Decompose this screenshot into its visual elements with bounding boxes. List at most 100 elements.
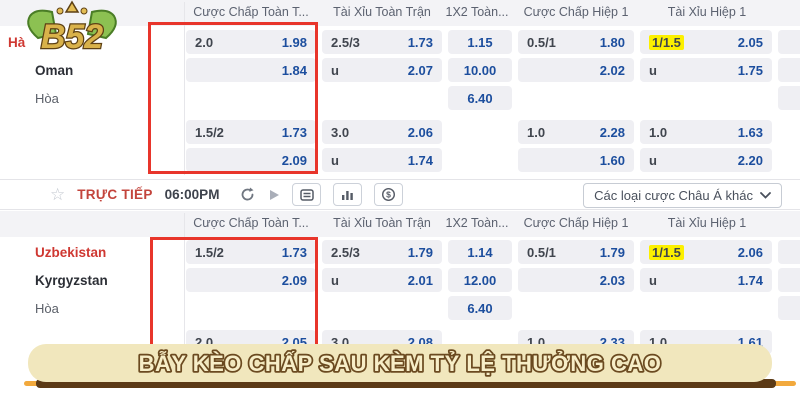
- odds-value: 2.03: [599, 272, 625, 288]
- odds-cell-ah-ft[interactable]: 2.09: [186, 148, 316, 172]
- odds-cell-cutoff[interactable]: [778, 240, 800, 264]
- odds-value: 1.98: [281, 34, 307, 50]
- handicap-line: 1.0: [649, 124, 668, 140]
- bar-chart-icon[interactable]: [333, 183, 363, 206]
- odds-cell-cutoff[interactable]: [778, 58, 800, 82]
- odds-value: 6.40: [467, 90, 493, 106]
- odds-cell-ou-ft[interactable]: 2.5/3 1.73: [322, 30, 442, 54]
- odds-value: 6.40: [467, 300, 493, 316]
- team-away: Kyrgyzstan: [35, 273, 108, 288]
- handicap-line: 1.0: [527, 124, 546, 140]
- odds-cell-ah-h1[interactable]: 2.03: [518, 268, 634, 292]
- cashout-icon[interactable]: $: [374, 183, 404, 206]
- odds-value: 1.60: [599, 152, 625, 168]
- odds-value: 2.06: [737, 244, 763, 260]
- odds-cell-ou-h1[interactable]: 1/1.5 2.05: [640, 30, 772, 54]
- promo-banner-text: BẪY KÈO CHẤP SAU KÈM TỶ LỆ THƯỞNG CAO: [139, 350, 662, 376]
- match-toolbar: ☆ TRỰC TIẾP 06:00PM $ Các loại cược Châu…: [0, 179, 800, 210]
- odds-cell-1x2[interactable]: 6.40: [448, 296, 512, 320]
- odds-row: 2.09 u 1.74 1.60 u 2.20: [0, 148, 800, 172]
- stack-icon[interactable]: [292, 183, 322, 206]
- odds-cell-ou-ft[interactable]: u 1.74: [322, 148, 442, 172]
- odds-cell-1x2[interactable]: 6.40: [448, 86, 512, 110]
- odds-cell-ou-ft[interactable]: u 2.01: [322, 268, 442, 292]
- handicap-line: u: [331, 272, 339, 288]
- play-icon[interactable]: [268, 189, 280, 201]
- odds-value: 1.75: [737, 62, 763, 78]
- column-header-ah-h1: Cược Chấp Hiệp 1: [523, 5, 629, 19]
- odds-cell-ou-h1[interactable]: u 1.75: [640, 58, 772, 82]
- odds-cell-ah-h1[interactable]: 1.60: [518, 148, 634, 172]
- odds-cell-1x2[interactable]: 10.00: [448, 58, 512, 82]
- odds-cell-ou-ft[interactable]: u 2.07: [322, 58, 442, 82]
- team-away: Oman: [35, 63, 74, 78]
- column-header-ah-ft: Cược Chấp Toàn T...: [193, 216, 309, 230]
- draw-label: Hòa: [35, 91, 59, 106]
- odds-row: 1.5/2 1.73 3.0 2.06 1.0 2.28 1.0 1.63: [0, 120, 800, 144]
- column-header-ah-h1: Cược Chấp Hiệp 1: [523, 216, 629, 230]
- draw-label: Hòa: [35, 301, 59, 316]
- favorite-star-icon[interactable]: ☆: [50, 185, 66, 204]
- odds-value: 1.14: [467, 244, 493, 260]
- odds-cell-ou-h1[interactable]: u 2.20: [640, 148, 772, 172]
- handicap-line: u: [331, 62, 339, 78]
- handicap-line: 2.5/3: [331, 244, 360, 260]
- odds-cell-cutoff[interactable]: [778, 268, 800, 292]
- team-home: Uzbekistan: [35, 245, 107, 260]
- odds-cell-ah-h1[interactable]: 0.5/1 1.79: [518, 240, 634, 264]
- odds-cell-ou-ft[interactable]: 2.5/3 1.79: [322, 240, 442, 264]
- handicap-line: 3.0: [331, 124, 350, 140]
- odds-cell-1x2[interactable]: 1.15: [448, 30, 512, 54]
- odds-cell-ah-ft[interactable]: 2.09: [186, 268, 316, 292]
- handicap-line: u: [331, 152, 339, 168]
- odds-cell-ah-h1[interactable]: 0.5/1 1.80: [518, 30, 634, 54]
- more-asian-bets-button[interactable]: Các loại cược Châu Á khác: [583, 183, 782, 208]
- banner-shadow: [36, 379, 776, 388]
- odds-header-band: Cược Chấp Toàn T... Tài Xỉu Toàn Trận 1X…: [0, 0, 800, 26]
- odds-cell-ah-h1[interactable]: 1.0 2.28: [518, 120, 634, 144]
- odds-row: 2.0 1.98 2.5/3 1.73 1.15 0.5/1 1.80 1/1.5 2.…: [0, 30, 800, 54]
- odds-cell-ah-ft[interactable]: 1.84: [186, 58, 316, 82]
- odds-value: 10.00: [463, 62, 497, 78]
- odds-cell-ah-ft[interactable]: 1.5/2 1.73: [186, 120, 316, 144]
- odds-cell-cutoff[interactable]: [778, 30, 800, 54]
- handicap-line: 0.5/1: [527, 34, 556, 50]
- team-home: Hà: [8, 35, 26, 50]
- promo-banner: BẪY KÈO CHẤP SAU KÈM TỶ LỆ THƯỞNG CAO: [28, 344, 772, 382]
- odds-cell-ou-ft[interactable]: 3.0 2.06: [322, 120, 442, 144]
- column-header-ou-ft: Tài Xỉu Toàn Trận: [333, 5, 431, 19]
- odds-value: 1.73: [407, 34, 433, 50]
- odds-cell-ou-h1[interactable]: 1/1.5 2.06: [640, 240, 772, 264]
- odds-value: 1.63: [737, 124, 763, 140]
- odds-cell-cutoff[interactable]: [778, 86, 800, 110]
- odds-row: 6.40: [0, 86, 800, 110]
- odds-value: 1.80: [599, 34, 625, 50]
- handicap-line: 1.5/2: [195, 244, 224, 260]
- odds-cell-ah-ft[interactable]: 2.0 1.98: [186, 30, 316, 54]
- refresh-icon[interactable]: [239, 186, 256, 203]
- handicap-line: 2.0: [195, 34, 214, 50]
- promo-banner-graphic: BẪY KÈO CHẤP SAU KÈM TỶ LỆ THƯỞNG CAO: [137, 348, 663, 378]
- odds-cell-1x2[interactable]: 1.14: [448, 240, 512, 264]
- column-header-ah-ft: Cược Chấp Toàn T...: [193, 5, 309, 19]
- odds-value: 1.79: [407, 244, 433, 260]
- odds-value: 1.74: [737, 272, 763, 288]
- odds-row: 1.5/2 1.73 2.5/3 1.79 1.14 0.5/1 1.79 1/1.5…: [0, 240, 800, 264]
- chevron-down-icon: [760, 192, 771, 199]
- odds-cell-ou-h1[interactable]: u 1.74: [640, 268, 772, 292]
- odds-value: 2.02: [599, 62, 625, 78]
- svg-text:$: $: [387, 189, 392, 199]
- column-header-ou-ft: Tài Xỉu Toàn Trận: [333, 216, 431, 230]
- column-header-ou-h1: Tài Xỉu Hiệp 1: [667, 216, 747, 230]
- odds-cell-cutoff[interactable]: [778, 296, 800, 320]
- odds-value: 2.07: [407, 62, 433, 78]
- odds-cell-1x2[interactable]: 12.00: [448, 268, 512, 292]
- odds-cell-ah-h1[interactable]: 2.02: [518, 58, 634, 82]
- odds-cell-ah-ft[interactable]: 1.5/2 1.73: [186, 240, 316, 264]
- odds-value: 2.05: [737, 34, 763, 50]
- odds-value: 12.00: [463, 272, 497, 288]
- live-label: TRỰC TIẾP: [77, 187, 153, 202]
- handicap-line: u: [649, 152, 657, 168]
- odds-cell-ou-h1[interactable]: 1.0 1.63: [640, 120, 772, 144]
